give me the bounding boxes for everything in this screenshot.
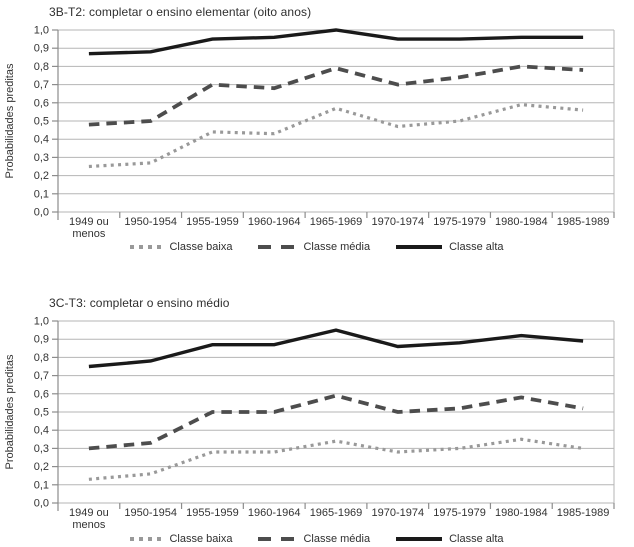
y-tick-label: 0,4 [34,425,49,437]
x-category-label: 1980-1984 [495,216,548,228]
y-tick-label: 0,9 [34,43,49,55]
x-category-label: 1965-1969 [310,507,363,519]
y-tick-label: 0,1 [34,479,49,491]
series-line-classe-baixa [88,437,584,481]
line-chart-medio: 0,0 0,1 0,2 0,3 0,4 0,5 0,6 0,7 0,8 0,9 1,0 Probabi… [4,316,615,531]
legend-label: Classe alta [449,533,504,545]
x-category-label: 1949 ou [69,216,109,228]
legend-label: Classe alta [449,241,504,253]
x-category-label: 1955-1959 [186,507,239,519]
solid-line-swatch [396,537,443,541]
x-category-label: 1975-1979 [433,216,486,228]
y-tick-label: 0,2 [34,170,49,182]
x-category-label: 1970-1974 [371,507,424,519]
line-chart-elementar: 0,0 0,1 0,2 0,3 0,4 0,5 0,6 0,7 0,8 0,9 1,0 Probabi… [4,25,615,240]
y-tick-label: 0,2 [34,461,49,473]
y-tick-label: 0,5 [34,116,49,128]
y-axis-title: Probabilidades preditas [4,354,16,469]
y-tick-label: 1,0 [34,25,49,37]
dotted-line-swatch [130,537,163,541]
y-tick-label: 0,7 [34,79,49,91]
x-category-label: 1960-1964 [248,507,301,519]
legend-item-classe-baixa: Classe baixa [130,533,232,545]
x-category-label: 1975-1979 [433,507,486,519]
legend-label: Classe baixa [169,241,233,253]
chart-title-medio: 3C-T3: completar o ensino médio [49,296,230,310]
y-tick-label: 0,3 [34,152,49,164]
series-line-classe-alta [88,28,584,56]
x-category-label: 1950-1954 [124,216,177,228]
y-tick-label: 0,3 [34,443,49,455]
y-tick-label: 0,8 [34,352,49,364]
series-line-classe-media [88,393,584,451]
y-tick-label: 0,7 [34,370,49,382]
legend-medio: Classe baixa Classe média Classe alta [0,533,634,545]
series-line-classe-media [88,64,584,127]
y-tick-label: 1,0 [34,316,49,328]
legend-label: Classe média [303,241,371,253]
chart-title-elementar: 3B-T2: completar o ensino elementar (oit… [49,5,312,19]
legend-item-classe-alta: Classe alta [396,533,504,545]
y-tick-label: 0,8 [34,61,49,73]
y-tick-label: 0,6 [34,97,49,109]
legend-item-classe-media: Classe média [258,241,370,253]
y-tick-label: 0,5 [34,407,49,419]
y-tick-label: 0,0 [34,498,49,510]
y-tick-label: 0,1 [34,188,49,200]
legend-elementar: Classe baixa Classe média Classe alta [0,241,634,253]
x-category-label: 1970-1974 [371,216,424,228]
x-category-label: 1950-1954 [124,507,177,519]
x-category-label: menos [72,519,106,531]
x-category-label: 1955-1959 [186,216,239,228]
y-axis-title: Probabilidades preditas [4,63,16,178]
x-category-label: 1985-1989 [557,507,610,519]
legend-item-classe-baixa: Classe baixa [130,241,232,253]
dashed-line-swatch [258,245,297,249]
solid-line-swatch [396,245,443,249]
y-tick-label: 0,6 [34,388,49,400]
legend-item-classe-alta: Classe alta [396,241,504,253]
x-category-label: menos [72,228,106,240]
legend-item-classe-media: Classe média [258,533,370,545]
series-line-classe-alta [88,328,584,369]
dashed-line-swatch [258,537,297,541]
x-category-label: 1965-1969 [310,216,363,228]
x-category-label: 1980-1984 [495,507,548,519]
y-tick-label: 0,4 [34,134,49,146]
x-category-label: 1949 ou [69,507,109,519]
x-category-label: 1985-1989 [557,216,610,228]
y-tick-label: 0,9 [34,334,49,346]
legend-label: Classe média [303,533,371,545]
y-tick-label: 0,0 [34,207,49,219]
x-category-label: 1960-1964 [248,216,301,228]
dotted-line-swatch [130,245,163,249]
legend-label: Classe baixa [169,533,233,545]
